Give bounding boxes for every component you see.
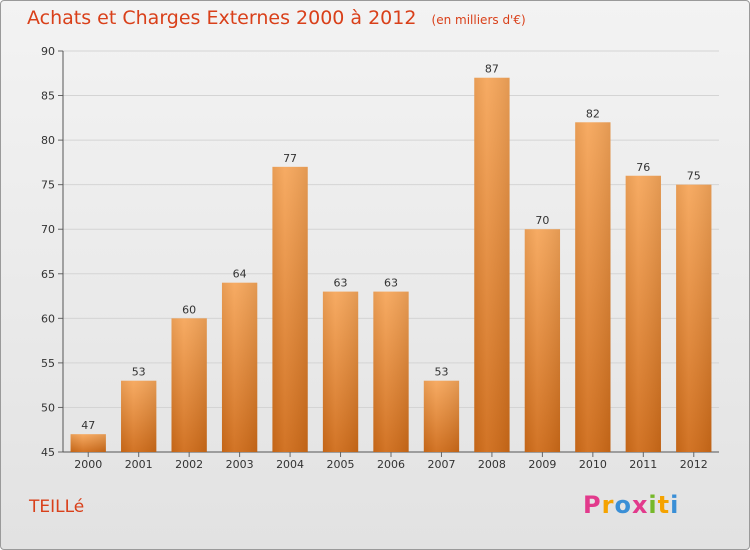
chart-subtitle: (en milliers d'€) (431, 13, 526, 27)
data-label: 63 (384, 277, 398, 290)
chart-title-row: Achats et Charges Externes 2000 à 2012 (… (27, 7, 526, 29)
bar-shade (221, 282, 258, 452)
y-tick-label: 60 (41, 312, 55, 325)
bar-shade (322, 291, 359, 452)
logo-letter: t (657, 491, 671, 519)
data-label: 63 (334, 277, 348, 290)
y-tick-label: 85 (41, 90, 55, 103)
data-label: 87 (485, 63, 499, 76)
x-tick-label: 2008 (478, 458, 506, 471)
bars (70, 77, 712, 453)
x-tick-label: 2009 (528, 458, 556, 471)
y-tick-label: 90 (41, 45, 55, 58)
x-tick-label: 2000 (74, 458, 102, 471)
data-label: 53 (434, 366, 448, 379)
x-tick-label: 2010 (579, 458, 607, 471)
bar-shade (171, 318, 207, 452)
data-label: 53 (132, 366, 146, 379)
logo-letter: P (583, 491, 602, 519)
data-label: 76 (636, 161, 650, 174)
data-label: 70 (535, 214, 549, 227)
chart-title: Achats et Charges Externes 2000 à 2012 (27, 7, 417, 29)
x-tick-label: 2007 (427, 458, 455, 471)
data-label: 64 (233, 268, 247, 281)
x-tick-label: 2005 (327, 458, 355, 471)
x-tick-label: 2001 (125, 458, 153, 471)
data-label: 77 (283, 152, 297, 165)
proxiti-logo[interactable]: Proxiti (583, 491, 679, 519)
x-tick-label: 2006 (377, 458, 405, 471)
bar-shade (676, 184, 712, 452)
bar-shade (373, 291, 409, 452)
y-tick-label: 50 (41, 401, 55, 414)
bar-shade (474, 77, 510, 452)
y-tick-label: 80 (41, 134, 55, 147)
x-tick-label: 2011 (629, 458, 657, 471)
logo-letter: x (631, 491, 649, 519)
data-label: 60 (182, 303, 196, 316)
y-tick-label: 45 (41, 446, 55, 459)
bar-shade (121, 380, 157, 452)
x-tick-label: 2003 (226, 458, 254, 471)
data-label: 75 (687, 170, 701, 183)
logo-letter: o (614, 491, 632, 519)
bar-shade (423, 380, 460, 452)
y-tick-label: 75 (41, 179, 55, 192)
bar-shade (575, 122, 611, 453)
place-name: TEILLé (29, 497, 85, 517)
y-tick-label: 55 (41, 357, 55, 370)
logo-letter: r (601, 491, 615, 519)
bar-shade (70, 434, 106, 452)
bar-shade (625, 175, 661, 452)
x-tick-label: 2002 (175, 458, 203, 471)
bar-shade (524, 229, 561, 452)
y-tick-label: 70 (41, 223, 55, 236)
logo-letter: i (670, 491, 680, 519)
data-label: 47 (81, 419, 95, 432)
x-tick-label: 2004 (276, 458, 304, 471)
data-label: 82 (586, 107, 600, 120)
labels: 45 50 55 60 65 70 75 80 85 90 47 2000 53 2001 60 2002 64… (41, 45, 708, 471)
x-tick-label: 2012 (680, 458, 708, 471)
bar-shade (272, 166, 308, 452)
y-tick-label: 65 (41, 268, 55, 281)
logo-letter: i (648, 491, 658, 519)
